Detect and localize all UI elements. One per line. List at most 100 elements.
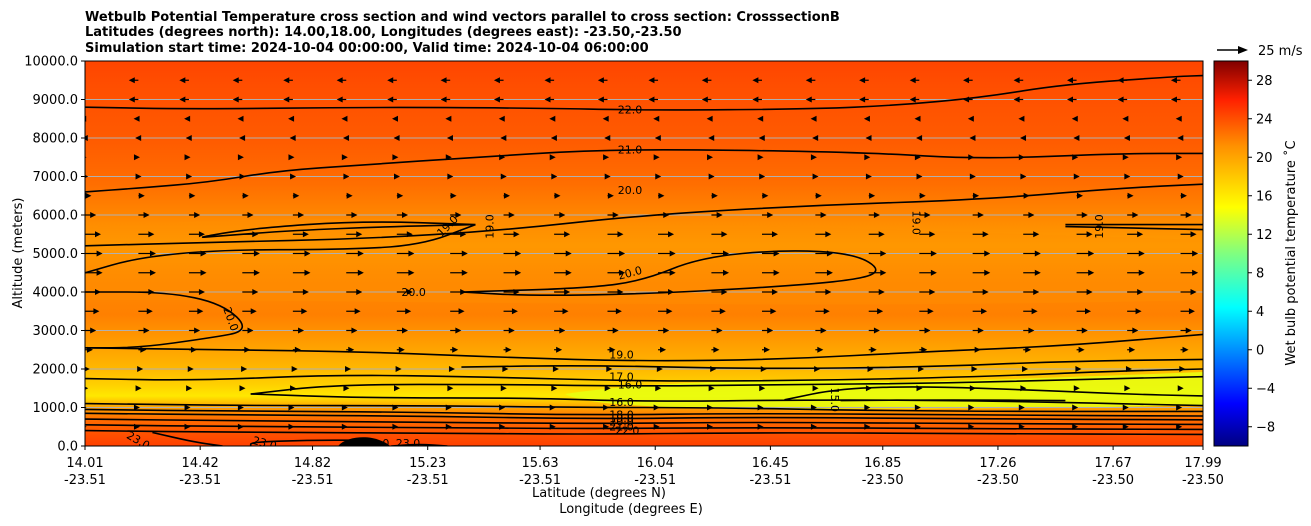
wind-vector xyxy=(919,308,934,315)
wind-vector xyxy=(498,115,505,122)
wind-vector xyxy=(1023,308,1038,315)
wind-vector-head xyxy=(1138,250,1145,257)
contour-label: 23.0 xyxy=(365,437,390,450)
wind-vector-head xyxy=(149,269,156,276)
wind-vector xyxy=(396,212,409,218)
wind-vector xyxy=(392,423,399,430)
wind-vector xyxy=(761,327,774,334)
wind-vector xyxy=(554,192,561,199)
wind-vector-head xyxy=(707,154,714,161)
contour-lines xyxy=(85,74,1203,446)
wind-vector-head xyxy=(239,173,246,180)
wind-vector xyxy=(239,135,246,141)
wind-vector xyxy=(290,385,297,392)
wind-vector-head xyxy=(198,289,205,295)
wind-vector xyxy=(864,154,871,161)
wind-vector-head xyxy=(878,289,885,295)
wind-vector-head xyxy=(392,115,399,122)
wind-vector-head xyxy=(564,289,571,295)
wind-vector-head xyxy=(551,385,558,392)
contour-line-16 xyxy=(85,402,1203,413)
x-tick-label-lon: -23.51 xyxy=(179,473,221,488)
wind-vector xyxy=(242,346,251,353)
wind-vector xyxy=(450,346,459,353)
wind-vector-head xyxy=(93,308,100,315)
wind-vector-head xyxy=(232,77,239,84)
wind-vector-head xyxy=(1176,423,1183,430)
wind-vector xyxy=(972,231,989,238)
wind-vector-head xyxy=(752,77,759,84)
wind-vector-head xyxy=(1078,346,1085,353)
contour-line-20 xyxy=(85,183,1203,247)
wind-vector xyxy=(292,269,311,276)
wind-vector-head xyxy=(653,115,660,122)
wind-vector-head xyxy=(556,346,563,353)
wind-vector xyxy=(551,385,558,392)
wind-vector xyxy=(138,289,155,295)
wind-vector-head xyxy=(341,404,348,411)
wind-vector-head xyxy=(95,231,101,238)
wind-vector xyxy=(336,77,347,84)
wind-vector-head xyxy=(666,308,673,315)
wind-vector-head xyxy=(345,366,352,372)
wind-vector-head xyxy=(1086,289,1093,295)
wind-vector-head xyxy=(859,96,866,103)
wind-vector xyxy=(187,366,194,372)
wind-vector xyxy=(242,269,260,276)
wind-vector xyxy=(446,135,453,141)
wind-vector xyxy=(1117,96,1128,103)
wind-vector xyxy=(396,269,415,276)
wind-vector-head xyxy=(864,404,871,411)
wind-vector-head xyxy=(288,423,295,430)
contour-line-17 xyxy=(85,368,1203,382)
wind-vector-head xyxy=(757,154,764,161)
wind-vector xyxy=(658,212,670,218)
wind-vector xyxy=(868,192,876,199)
wind-vector xyxy=(972,212,984,218)
wind-vector xyxy=(603,423,610,430)
wind-vector-head xyxy=(138,192,145,199)
wind-vector-head xyxy=(343,135,350,141)
wind-vector-head xyxy=(773,250,780,257)
wind-vector xyxy=(450,192,457,199)
wind-vector xyxy=(1020,385,1027,392)
wind-vector xyxy=(607,250,626,257)
wind-vector xyxy=(968,423,975,430)
wind-vector xyxy=(292,231,309,238)
wind-vector xyxy=(653,423,660,430)
wind-vector-head xyxy=(544,96,551,103)
wind-vector xyxy=(916,135,923,141)
y-tick-label: 3000.0 xyxy=(33,324,79,339)
wind-vector xyxy=(658,346,667,353)
wind-vector-head xyxy=(298,212,305,218)
wind-vector xyxy=(85,269,103,276)
wind-vector-head xyxy=(302,289,309,295)
wind-vector-head xyxy=(498,115,505,122)
wind-vector xyxy=(597,77,608,84)
y-tick-label: 10000.0 xyxy=(24,55,78,70)
wind-vector-head xyxy=(757,115,764,122)
wind-vector xyxy=(396,327,409,334)
wind-vector-head xyxy=(814,366,821,372)
colorbar-ticks: −8 −4 0 4 8 12 16 20 24 28 xyxy=(1248,74,1275,435)
wind-vector-head xyxy=(820,212,827,218)
wind-vector-head xyxy=(499,423,506,430)
wind-vector xyxy=(1180,346,1189,353)
wind-vector-head xyxy=(250,308,257,315)
wind-vector xyxy=(1072,423,1079,430)
wind-vector xyxy=(597,96,608,103)
wind-vector xyxy=(711,308,726,315)
wind-vector-head xyxy=(1117,77,1124,84)
wind-vector xyxy=(761,231,778,238)
wind-vector xyxy=(345,366,352,372)
wind-vector xyxy=(85,308,100,315)
wind-vector-head xyxy=(710,366,717,372)
wind-vector-head xyxy=(982,231,989,238)
wind-vector xyxy=(135,173,142,180)
wind-vector xyxy=(186,385,193,392)
y-tick-label: 2000.0 xyxy=(33,363,79,378)
wind-vector xyxy=(1177,385,1184,392)
wind-vector-head xyxy=(929,289,936,295)
wind-vector-head xyxy=(916,135,923,141)
wind-vector xyxy=(1071,115,1078,122)
